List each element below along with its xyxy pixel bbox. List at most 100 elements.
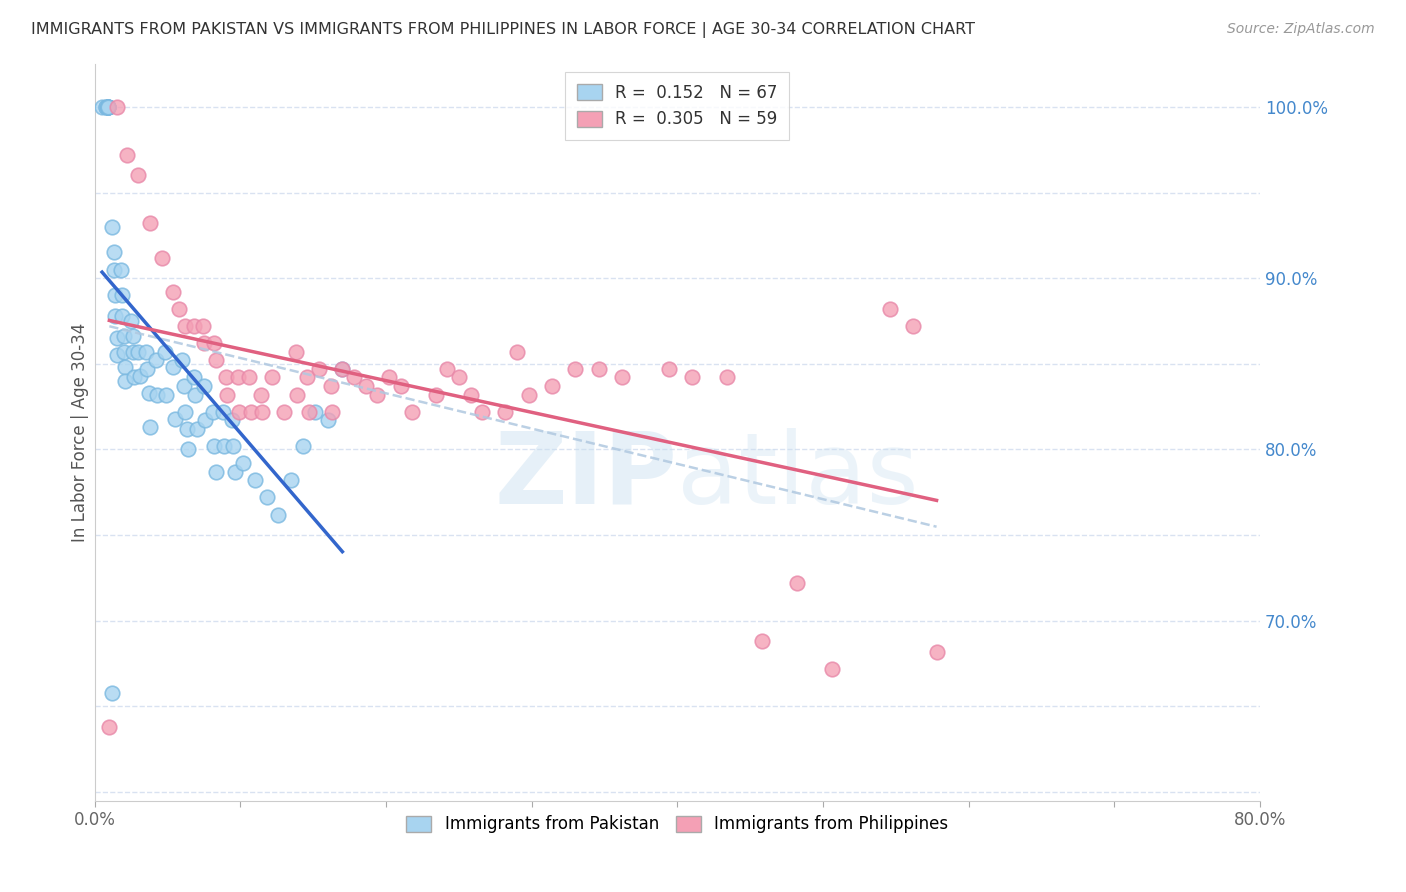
Point bbox=[114, 374, 136, 388]
Point bbox=[111, 309, 134, 323]
Point bbox=[564, 362, 586, 376]
Point bbox=[297, 370, 319, 384]
Point bbox=[120, 314, 142, 328]
Point bbox=[111, 288, 134, 302]
Point bbox=[716, 370, 738, 384]
Point bbox=[97, 100, 120, 114]
Point bbox=[96, 100, 118, 114]
Text: Source: ZipAtlas.com: Source: ZipAtlas.com bbox=[1227, 22, 1375, 37]
Point bbox=[176, 422, 198, 436]
Point bbox=[145, 353, 167, 368]
Point bbox=[97, 100, 120, 114]
Point bbox=[184, 387, 207, 401]
Point bbox=[193, 336, 215, 351]
Point bbox=[285, 387, 308, 401]
Point bbox=[447, 370, 470, 384]
Point bbox=[174, 319, 197, 334]
Point bbox=[292, 439, 315, 453]
Point bbox=[153, 344, 176, 359]
Point bbox=[202, 439, 225, 453]
Point bbox=[471, 405, 494, 419]
Point bbox=[786, 576, 808, 591]
Point bbox=[681, 370, 703, 384]
Point bbox=[146, 387, 169, 401]
Point bbox=[215, 370, 238, 384]
Point bbox=[517, 387, 540, 401]
Point bbox=[115, 148, 138, 162]
Point bbox=[332, 362, 354, 376]
Point bbox=[284, 344, 307, 359]
Point bbox=[101, 219, 124, 234]
Point bbox=[239, 405, 262, 419]
Point bbox=[97, 100, 120, 114]
Point bbox=[273, 405, 295, 419]
Text: IMMIGRANTS FROM PAKISTAN VS IMMIGRANTS FROM PHILIPPINES IN LABOR FORCE | AGE 30-: IMMIGRANTS FROM PAKISTAN VS IMMIGRANTS F… bbox=[31, 22, 974, 38]
Point bbox=[378, 370, 401, 384]
Point bbox=[183, 319, 205, 334]
Point bbox=[193, 379, 215, 393]
Point bbox=[204, 353, 226, 368]
Point bbox=[204, 465, 226, 479]
Point bbox=[217, 387, 239, 401]
Text: ZIP: ZIP bbox=[495, 428, 678, 525]
Point bbox=[202, 336, 225, 351]
Point bbox=[903, 319, 925, 334]
Point bbox=[588, 362, 610, 376]
Point bbox=[238, 370, 260, 384]
Point bbox=[114, 360, 136, 375]
Y-axis label: In Labor Force | Age 30-34: In Labor Force | Age 30-34 bbox=[72, 323, 89, 542]
Point bbox=[262, 370, 284, 384]
Legend: Immigrants from Pakistan, Immigrants from Philippines: Immigrants from Pakistan, Immigrants fro… bbox=[399, 809, 955, 840]
Text: atlas: atlas bbox=[678, 428, 920, 525]
Point bbox=[250, 387, 273, 401]
Point bbox=[226, 370, 249, 384]
Point bbox=[174, 405, 197, 419]
Point bbox=[139, 216, 162, 230]
Point bbox=[96, 100, 118, 114]
Point bbox=[495, 405, 517, 419]
Point bbox=[256, 491, 278, 505]
Point bbox=[101, 686, 124, 700]
Point bbox=[821, 662, 844, 676]
Point bbox=[298, 405, 321, 419]
Point bbox=[319, 379, 342, 393]
Point bbox=[127, 344, 149, 359]
Point bbox=[138, 385, 160, 400]
Point bbox=[167, 301, 190, 316]
Point bbox=[129, 368, 152, 383]
Point bbox=[191, 319, 214, 334]
Point bbox=[104, 288, 127, 302]
Point bbox=[162, 285, 184, 299]
Point bbox=[343, 370, 366, 384]
Point bbox=[97, 100, 120, 114]
Point bbox=[122, 370, 145, 384]
Point bbox=[267, 508, 290, 522]
Point bbox=[172, 353, 194, 368]
Point bbox=[212, 405, 235, 419]
Point bbox=[112, 329, 135, 343]
Point bbox=[135, 344, 157, 359]
Point bbox=[105, 348, 128, 362]
Point bbox=[194, 413, 217, 427]
Point bbox=[162, 360, 184, 375]
Point bbox=[541, 379, 564, 393]
Point bbox=[879, 301, 901, 316]
Point bbox=[201, 405, 224, 419]
Point bbox=[232, 456, 254, 470]
Point bbox=[97, 100, 120, 114]
Point bbox=[321, 405, 343, 419]
Point bbox=[110, 262, 132, 277]
Point bbox=[401, 405, 423, 419]
Point bbox=[751, 634, 773, 648]
Point bbox=[436, 362, 458, 376]
Point bbox=[366, 387, 388, 401]
Point bbox=[98, 720, 121, 734]
Point bbox=[460, 387, 482, 401]
Point bbox=[139, 420, 162, 434]
Point bbox=[425, 387, 447, 401]
Point bbox=[354, 379, 377, 393]
Point bbox=[150, 251, 173, 265]
Point bbox=[316, 413, 339, 427]
Point bbox=[222, 439, 245, 453]
Point bbox=[224, 465, 246, 479]
